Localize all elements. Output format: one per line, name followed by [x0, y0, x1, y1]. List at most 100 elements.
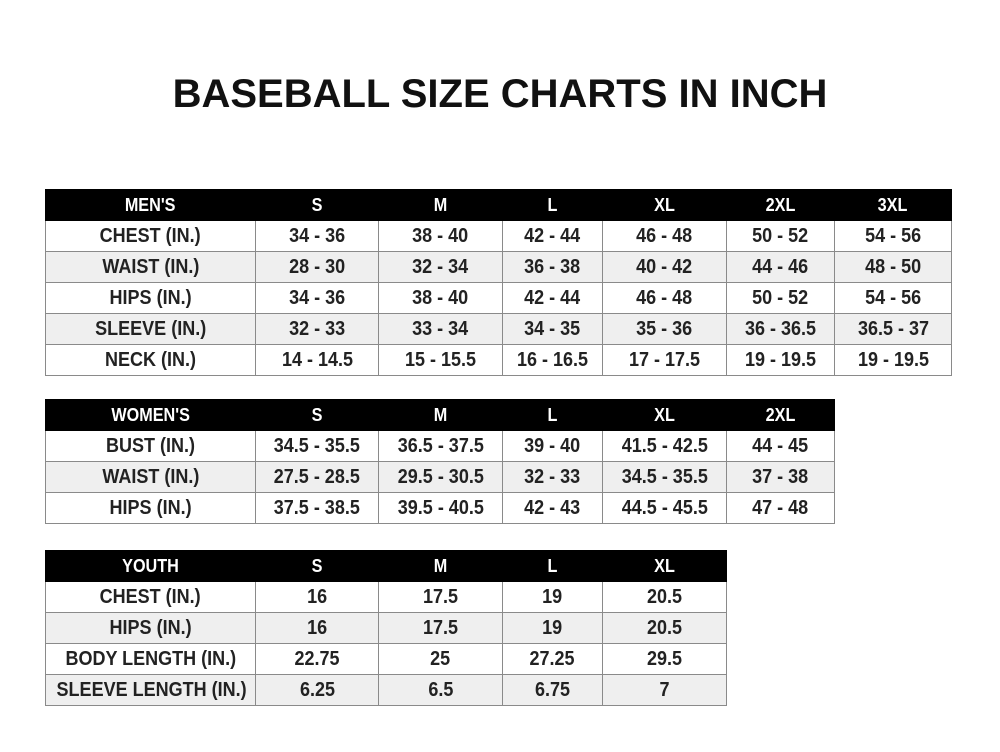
cell-text: 38 - 40: [412, 286, 469, 309]
cell-text: 19 - 19.5: [857, 348, 929, 371]
cell-text: 42 - 44: [524, 286, 581, 309]
cell-text: 38 - 40: [412, 224, 469, 247]
cell-text: WAIST (IN.): [101, 465, 199, 488]
size-value: 16: [255, 612, 379, 644]
size-value: 44 - 46: [726, 251, 835, 283]
size-value: 33 - 34: [378, 313, 503, 345]
size-value: 32 - 33: [502, 461, 603, 493]
measurement-label: BODY LENGTH (IN.): [45, 643, 256, 675]
cell-text: 34 - 36: [288, 224, 346, 247]
size-value: 20.5: [602, 581, 727, 613]
size-value: 38 - 40: [378, 220, 503, 252]
size-value: 46 - 48: [602, 282, 727, 314]
size-header: S: [255, 189, 379, 221]
cell-text: 34 - 36: [288, 286, 346, 309]
size-value: 16 - 16.5: [502, 344, 603, 376]
header-label: M: [433, 555, 448, 576]
cell-text: 36.5 - 37: [857, 317, 929, 340]
cell-text: 34 - 35: [524, 317, 581, 340]
header-label: L: [547, 194, 558, 215]
size-value: 42 - 43: [502, 492, 603, 524]
size-header: S: [255, 399, 379, 431]
cell-text: 34.5 - 35.5: [273, 434, 361, 457]
cell-text: 17 - 17.5: [628, 348, 701, 371]
size-value: 34 - 36: [255, 282, 379, 314]
size-header: M: [378, 399, 503, 431]
cell-text: 50 - 52: [752, 224, 809, 247]
cell-text: SLEEVE LENGTH (IN.): [56, 678, 247, 701]
youth-size-table: YOUTH S M L XL CHEST (IN.) 16 17.5 19 20.5 HIPS (I…: [45, 550, 727, 706]
header-label: L: [547, 555, 558, 576]
cell-text: 20.5: [646, 616, 683, 639]
measurement-label: HIPS (IN.): [45, 282, 256, 314]
size-header: XL: [602, 189, 727, 221]
table-row: WAIST (IN.) 28 - 30 32 - 34 36 - 38 40 - 42 4…: [45, 251, 952, 283]
header-row: YOUTH S M L XL: [45, 550, 727, 582]
size-value: 41.5 - 42.5: [602, 430, 727, 462]
table-row: BUST (IN.) 34.5 - 35.5 36.5 - 37.5 39 - 40 4…: [45, 430, 835, 462]
table-row: CHEST (IN.) 16 17.5 19 20.5: [45, 581, 727, 613]
size-header: L: [502, 189, 603, 221]
table-row: CHEST (IN.) 34 - 36 38 - 40 42 - 44 46 - 48 5…: [45, 220, 952, 252]
size-header: XL: [602, 550, 727, 582]
size-value: 14 - 14.5: [255, 344, 379, 376]
size-value: 15 - 15.5: [378, 344, 503, 376]
header-label: S: [311, 404, 323, 425]
cell-text: 40 - 42: [636, 255, 693, 278]
size-header: S: [255, 550, 379, 582]
cell-text: 27.25: [529, 647, 576, 670]
header-row: WOMEN'S S M L XL 2XL: [45, 399, 835, 431]
measurement-label: NECK (IN.): [45, 344, 256, 376]
size-value: 16: [255, 581, 379, 613]
womens-size-table: WOMEN'S S M L XL 2XL BUST (IN.) 34.5 - 35.5 36.5…: [45, 399, 835, 524]
size-value: 17 - 17.5: [602, 344, 727, 376]
cell-text: SLEEVE (IN.): [94, 317, 207, 340]
category-header: MEN'S: [45, 189, 256, 221]
size-value: 44.5 - 45.5: [602, 492, 727, 524]
size-value: 40 - 42: [602, 251, 727, 283]
measurement-label: SLEEVE (IN.): [45, 313, 256, 345]
size-value: 34.5 - 35.5: [602, 461, 727, 493]
size-header: 2XL: [726, 399, 835, 431]
cell-text: 16: [306, 585, 328, 608]
header-label: XL: [654, 194, 675, 215]
cell-text: 42 - 43: [524, 496, 581, 519]
cell-text: HIPS (IN.): [109, 616, 192, 639]
category-header: YOUTH: [45, 550, 256, 582]
size-value: 6.25: [255, 674, 379, 706]
cell-text: 6.75: [534, 678, 571, 701]
table-row: WAIST (IN.) 27.5 - 28.5 29.5 - 30.5 32 - 33…: [45, 461, 835, 493]
cell-text: 7: [659, 678, 670, 701]
cell-text: 16 - 16.5: [516, 348, 589, 371]
table-row: SLEEVE LENGTH (IN.) 6.25 6.5 6.75 7: [45, 674, 727, 706]
cell-text: 29.5 - 30.5: [397, 465, 484, 488]
size-header: 3XL: [834, 189, 952, 221]
header-label: S: [311, 555, 323, 576]
size-value: 37 - 38: [726, 461, 835, 493]
measurement-label: HIPS (IN.): [45, 492, 256, 524]
size-value: 42 - 44: [502, 282, 603, 314]
cell-text: 39.5 - 40.5: [397, 496, 484, 519]
cell-text: 15 - 15.5: [404, 348, 477, 371]
cell-text: BUST (IN.): [105, 434, 195, 457]
measurement-label: WAIST (IN.): [45, 461, 256, 493]
table-row: NECK (IN.) 14 - 14.5 15 - 15.5 16 - 16.5 17 …: [45, 344, 952, 376]
cell-text: 54 - 56: [864, 224, 922, 247]
cell-text: HIPS (IN.): [109, 496, 192, 519]
size-value: 17.5: [378, 581, 503, 613]
cell-text: 28 - 30: [288, 255, 346, 278]
cell-text: 32 - 33: [524, 465, 581, 488]
header-label: YOUTH: [122, 555, 179, 576]
header-label: XL: [654, 404, 675, 425]
size-value: 35 - 36: [602, 313, 727, 345]
cell-text: 36 - 36.5: [744, 317, 817, 340]
cell-text: HIPS (IN.): [109, 286, 192, 309]
size-value: 19 - 19.5: [834, 344, 952, 376]
header-label: MEN'S: [125, 194, 176, 215]
size-value: 19: [502, 612, 603, 644]
cell-text: 16: [306, 616, 328, 639]
cell-text: 48 - 50: [864, 255, 922, 278]
size-value: 32 - 33: [255, 313, 379, 345]
cell-text: 39 - 40: [524, 434, 581, 457]
size-value: 36.5 - 37.5: [378, 430, 503, 462]
